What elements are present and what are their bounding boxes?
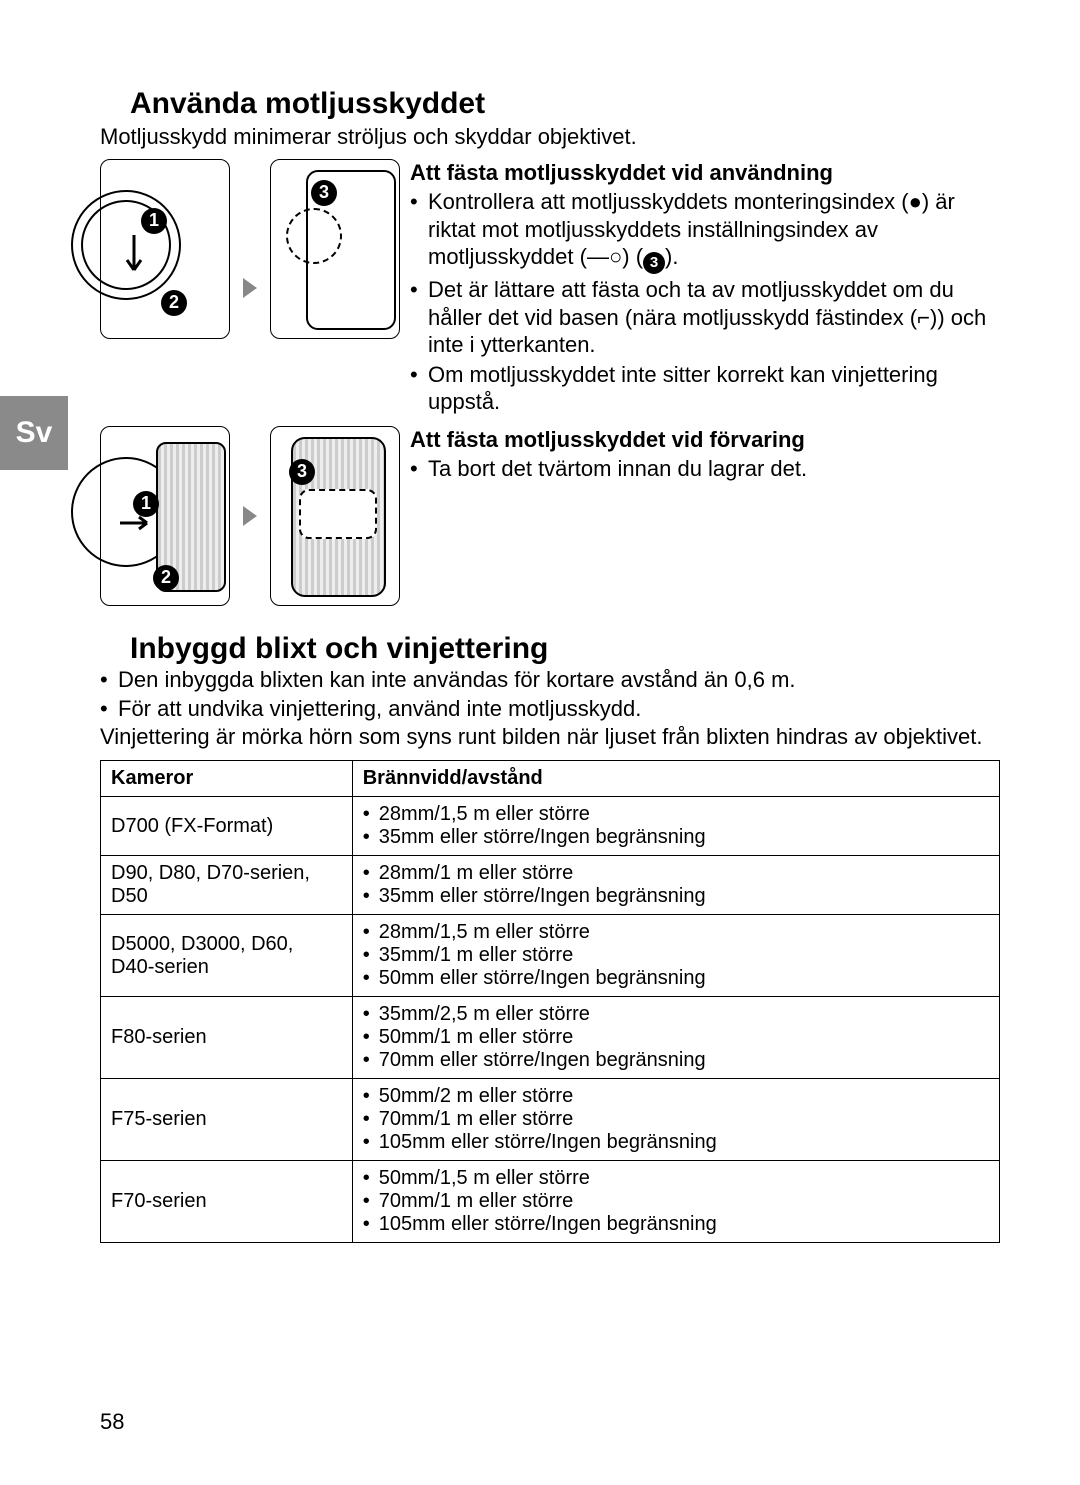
table-row: F70-serien 50mm/1,5 m eller större70mm/1… (101, 1161, 1000, 1243)
table-row: D5000, D3000, D60, D40-serien 28mm/1,5 m… (101, 915, 1000, 997)
sub1-bullet2: Det är lättare att fästa och ta av motlj… (410, 276, 1000, 359)
th-focal: Brännvidd/avstånd (352, 761, 999, 797)
circled-3-icon: 3 (643, 252, 665, 274)
section2-title: Inbyggd blixt och vinjettering (130, 632, 1000, 666)
diagram-row-1: 1 2 3 Att fästa motljusskyddet vid använ… (100, 159, 1000, 418)
table-row: F80-serien 35mm/2,5 m eller större50mm/1… (101, 997, 1000, 1079)
table-row: D700 (FX-Format) 28mm/1,5 m eller större… (101, 797, 1000, 856)
section1-sub2-text: Att fästa motljusskyddet vid förvaring T… (410, 426, 1000, 606)
language-tab: Sv (0, 396, 68, 470)
arrow-icon (240, 159, 260, 418)
sub2-heading: Att fästa motljusskyddet vid förvaring (410, 426, 1000, 454)
diagram-row-2: 1 2 3 Att fästa motljusskyddet vid förva… (100, 426, 1000, 606)
table-row: D90, D80, D70-serien, D50 28mm/1 m eller… (101, 856, 1000, 915)
page-number: 58 (100, 1409, 124, 1435)
sec2-bullet2: För att undvika vinjettering, använd int… (100, 695, 1000, 750)
diagram-2b: 3 (270, 426, 400, 606)
vignetting-table: Kameror Brännvidd/avstånd D700 (FX-Forma… (100, 760, 1000, 1243)
arrow-icon (240, 426, 260, 606)
section1-sub1-text: Att fästa motljusskyddet vid användning … (410, 159, 1000, 418)
table-row: F75-serien 50mm/2 m eller större70mm/1 m… (101, 1079, 1000, 1161)
sec2-bullet1: Den inbyggda blixten kan inte användas f… (100, 666, 1000, 694)
diagram-1a: 1 2 (100, 159, 230, 339)
sub1-heading: Att fästa motljusskyddet vid användning (410, 159, 1000, 187)
diagram-2a: 1 2 (100, 426, 230, 606)
diagram-1b: 3 (270, 159, 400, 339)
section1-title: Använda motljusskyddet (130, 87, 1000, 121)
sub1-bullet3: Om motljusskyddet inte sitter korrekt ka… (410, 361, 1000, 416)
section1-intro: Motljusskydd minimerar ströljus och skyd… (100, 123, 1000, 151)
th-cameras: Kameror (101, 761, 353, 797)
section2: Inbyggd blixt och vinjettering Den inbyg… (100, 632, 1000, 1244)
sub2-bullet1: Ta bort det tvärtom innan du lagrar det. (410, 455, 1000, 483)
sub1-bullet1: Kontrollera att motljusskyddets monterin… (410, 188, 1000, 274)
